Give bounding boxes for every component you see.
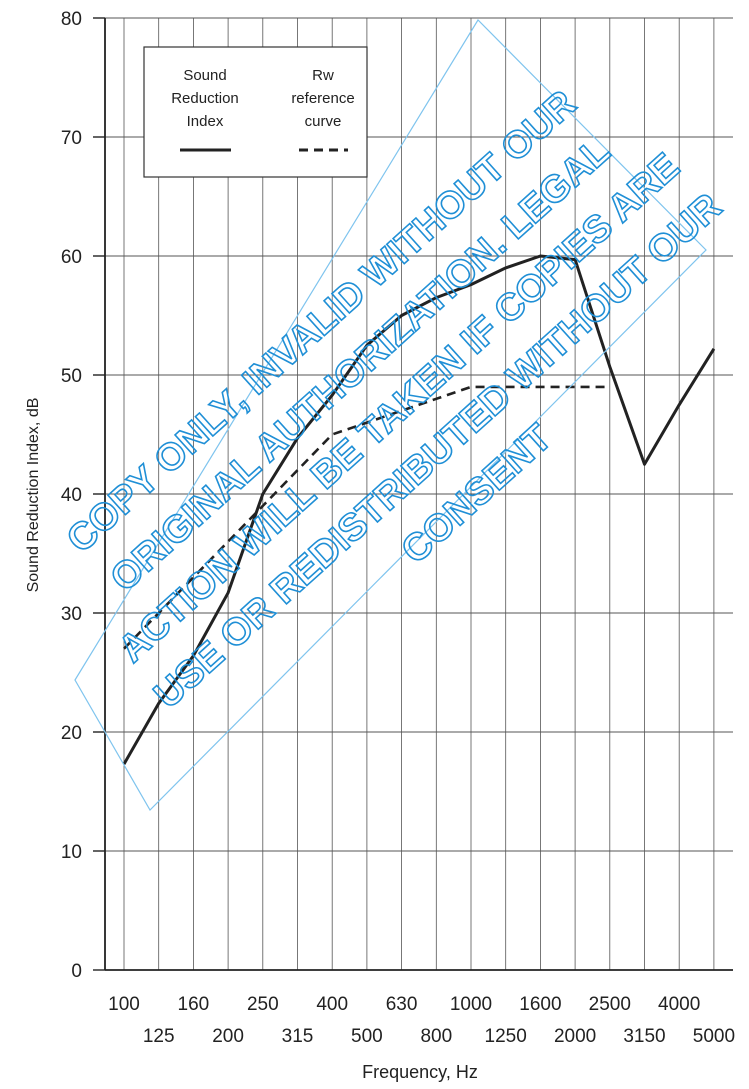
x-tick-label: 400 — [316, 994, 348, 1015]
series-layer — [122, 254, 716, 765]
x-axis-label: Frequency, Hz — [362, 1062, 478, 1082]
x-tick-label: 1600 — [519, 994, 561, 1015]
y-tick-label: 50 — [61, 366, 82, 387]
x-tick-label: 630 — [386, 994, 418, 1015]
y-tick-label: 40 — [61, 485, 82, 506]
x-tick-label: 5000 — [693, 1026, 735, 1047]
y-tick-label: 10 — [61, 842, 82, 863]
y-tick-label: 80 — [61, 9, 82, 30]
y-tick-labels: 0 10 20 30 40 50 60 70 80 — [61, 9, 82, 982]
legend-label-sound-reduction-index: Sound Reduction Index — [171, 67, 239, 130]
series-line-sound-reduction-index — [122, 254, 716, 765]
x-tick-label: 250 — [247, 994, 279, 1015]
x-tick-label: 4000 — [658, 994, 700, 1015]
y-tick-label: 70 — [61, 128, 82, 149]
y-tick-label: 20 — [61, 723, 82, 744]
watermark-frame — [74, 19, 707, 811]
axes — [93, 17, 733, 971]
x-tick-label: 1250 — [485, 1026, 527, 1047]
x-tick-label: 3150 — [623, 1026, 665, 1047]
x-tick-label: 800 — [420, 1026, 452, 1047]
x-tick-label: 125 — [143, 1026, 175, 1047]
x-tick-label: 1000 — [450, 994, 492, 1015]
x-tick-label: 500 — [351, 1026, 383, 1047]
x-tick-label: 2000 — [554, 1026, 596, 1047]
x-tick-label: 315 — [282, 1026, 314, 1047]
y-axis-label: Sound Reduction Index, dB — [25, 398, 42, 593]
x-tick-label: 160 — [178, 994, 210, 1015]
x-tick-label: 100 — [108, 994, 140, 1015]
y-tick-label: 60 — [61, 247, 82, 268]
y-tick-label: 0 — [71, 961, 82, 982]
legend-label-rw-reference-curve: Rw reference curve — [291, 67, 354, 130]
x-tick-label: 200 — [212, 1026, 244, 1047]
x-tick-label: 2500 — [589, 994, 631, 1015]
y-tick-label: 30 — [61, 604, 82, 625]
legend: Sound Reduction Index Rw reference curve — [143, 46, 368, 178]
legend-box — [143, 46, 368, 178]
